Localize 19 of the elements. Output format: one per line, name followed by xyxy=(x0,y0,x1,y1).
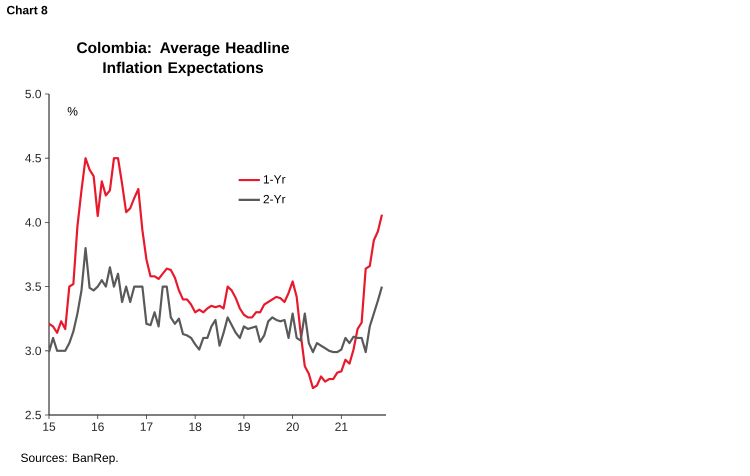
y-tick-label: 4.0 xyxy=(25,218,42,227)
source-note: Sources: BanRep. xyxy=(21,454,118,464)
x-tick-label: 18 xyxy=(189,422,202,431)
chart-title: Colombia: Average Headline Inflation Expectations xyxy=(77,42,290,76)
x-tick-label: 15 xyxy=(43,422,56,431)
x-tick-label: 19 xyxy=(238,422,250,431)
y-tick-label: 2.5 xyxy=(25,410,41,420)
y-tick-label: 4.5 xyxy=(25,154,41,162)
caption: Chart 8 xyxy=(7,6,48,14)
y-tick-label: 3.5 xyxy=(25,282,41,291)
legend-label: 1-Yr xyxy=(264,175,286,184)
x-tick-label: 20 xyxy=(286,422,299,431)
legend-label: 2-Yr xyxy=(264,194,286,204)
x-tick-label: 21 xyxy=(335,422,348,431)
y-axis-title: % xyxy=(68,107,78,116)
y-tick-label: 3.0 xyxy=(25,346,42,356)
x-tick-label: 16 xyxy=(92,422,104,431)
y-tick-label: 5.0 xyxy=(25,90,42,98)
x-tick-label: 17 xyxy=(140,422,152,431)
